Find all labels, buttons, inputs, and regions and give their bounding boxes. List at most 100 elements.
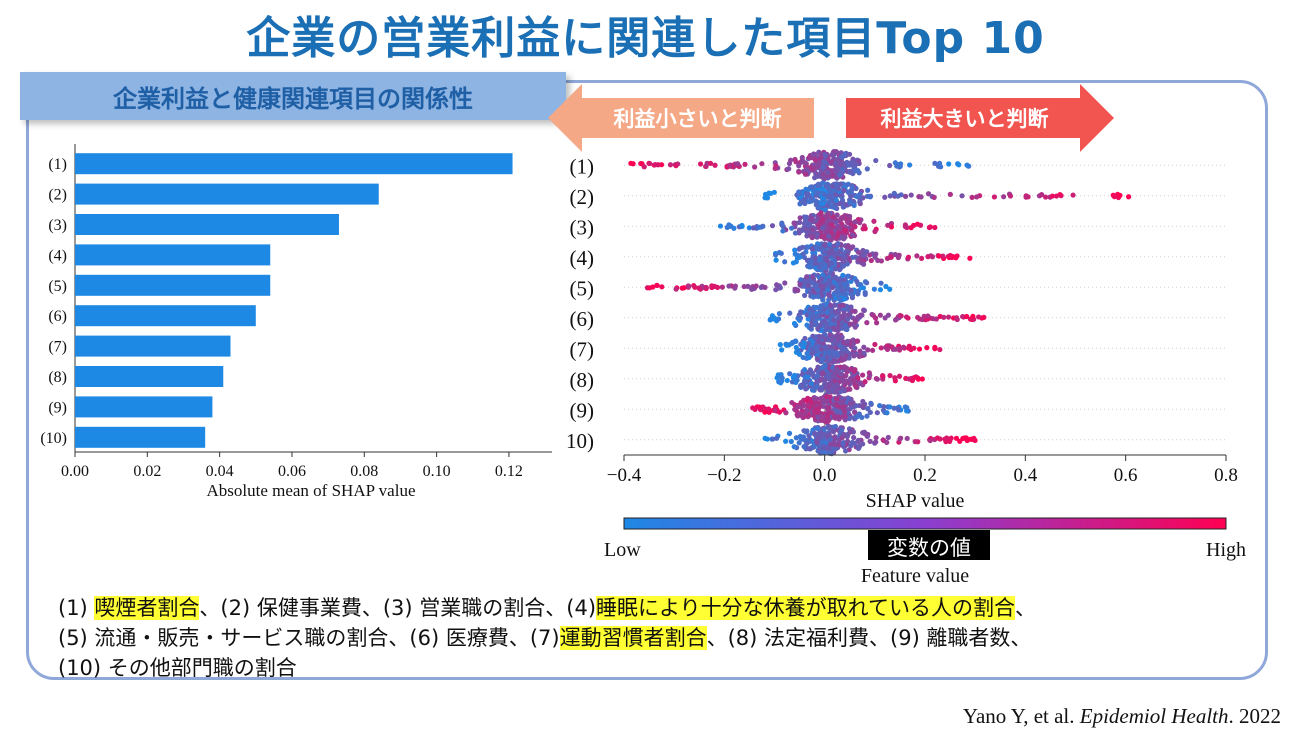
shap-point [849,159,855,165]
shap-point [832,266,839,272]
shap-point [801,443,807,450]
shap-point [818,417,825,423]
bar-4 [75,244,271,266]
legend-seg-2: 、 [1014,596,1036,620]
shap-point [826,425,833,432]
shap-point [974,194,980,200]
shap-point [909,377,916,384]
shap-point [832,442,838,448]
citation-authors: Yano Y, et al. [962,704,1080,728]
colorbar-low-label: Low [604,539,641,561]
shap-point [803,214,809,221]
shap-point [855,158,862,164]
bar-3 [75,214,339,235]
shap-point [887,286,893,292]
shap-point [887,404,893,410]
shap-point [776,249,783,256]
shap-point [882,194,888,200]
shap-point [841,236,847,242]
shap-point [719,284,725,290]
shap-point [814,356,820,362]
shap-point [823,241,829,247]
shap-point [918,255,925,262]
shap-point [916,346,923,352]
shap-point [843,326,849,332]
shap-point [821,444,827,450]
shap-point [934,435,941,441]
shap-point [826,199,832,205]
shap-point [832,415,838,421]
beeswarm-row-8 [624,362,1226,395]
shap-point [824,309,830,316]
shap-point [792,251,798,257]
shap-point [842,277,848,283]
shap-point [825,372,831,378]
shap-point [789,225,795,231]
shap-point [926,224,932,231]
shap-point [788,157,794,163]
shap-point [831,358,837,364]
shap-point [681,285,687,291]
bar-6 [75,305,256,327]
shap-point [862,379,868,385]
shap-point [852,168,858,174]
content-panel [26,80,1268,680]
shap-point [877,287,884,293]
beeswarm-chart: (1) (2) (3) (4) (5) (6) (7) (8) (9) 10) −0.4 −0.2 0.… [566,148,1246,587]
shap-point [878,345,884,351]
shap-point [827,270,833,276]
shap-point [897,312,903,319]
shap-point [809,246,815,252]
shap-point [892,346,899,352]
shap-point [805,282,811,289]
shap-point [760,223,766,229]
shap-point [785,342,791,348]
shap-point [772,407,778,413]
shap-point [808,184,814,190]
beeswarm-label-3: (3) [570,215,595,239]
shap-point [847,429,853,435]
shap-point [806,354,812,361]
bar-label-9: (9) [48,399,67,416]
shap-point [814,425,821,431]
shap-point [804,166,810,173]
shap-point [804,407,810,413]
bar-label-5: (5) [48,278,67,295]
shap-point [742,161,748,167]
shap-point [878,258,885,264]
shap-point [840,344,846,350]
shap-point [810,294,816,300]
shap-point [833,219,839,226]
beeswarm-label-8: (8) [570,368,595,392]
shap-point [796,189,802,195]
shap-point [838,181,844,187]
shap-point [847,386,853,392]
shap-point [831,373,837,379]
shap-point [891,190,897,196]
shap-point [804,351,810,357]
shap-point [902,193,909,199]
shap-point [897,436,903,442]
shap-point [864,320,870,326]
shap-point [826,233,832,239]
shap-point [831,243,837,249]
legend-highlight-7: 運動習慣者割合 [559,626,707,650]
shap-point [827,193,833,199]
bar-label-8: (8) [48,369,67,386]
shap-point [846,217,853,223]
shap-point [1007,193,1014,199]
shap-point [854,278,860,285]
shap-point [835,241,841,247]
shap-point [814,313,821,319]
shap-point [788,438,794,445]
shap-point [836,296,843,302]
shap-point [803,190,809,196]
shap-point [787,371,793,377]
shap-point [956,162,962,168]
shap-point [941,314,947,320]
shap-point [820,272,826,278]
shap-point [852,219,858,225]
shap-point [824,213,830,219]
shap-point [826,449,832,456]
shap-point [822,153,829,159]
